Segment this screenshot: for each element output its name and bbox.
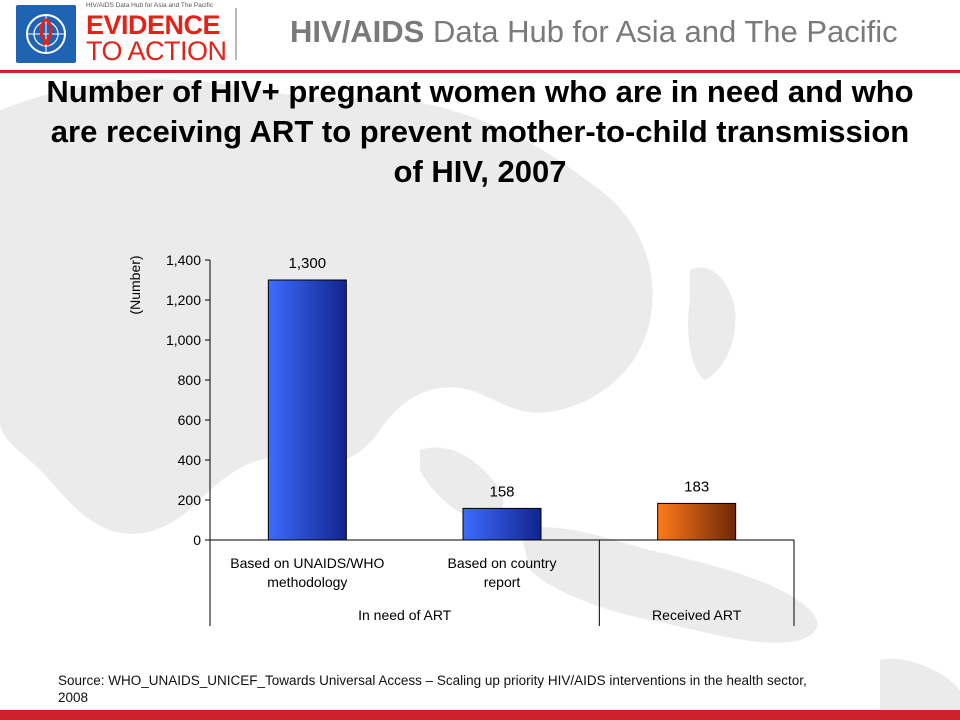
y-tick-label: 1,200 — [166, 292, 201, 308]
header-banner: HIV/AIDS Data Hub for Asia and The Pacif… — [0, 0, 960, 73]
y-tick-label: 400 — [178, 452, 202, 468]
logo-to-action: TO ACTION — [86, 36, 227, 66]
bar — [657, 502, 737, 541]
y-axis-title: (Number) — [127, 255, 143, 314]
source-note: Source: WHO_UNAIDS_UNICEF_Towards Univer… — [58, 673, 807, 705]
y-tick-label: 600 — [178, 412, 202, 428]
footer-bar — [0, 710, 960, 720]
y-tick-label: 800 — [178, 372, 202, 388]
x-group-label: Received ART — [652, 607, 742, 623]
header-divider — [235, 8, 237, 60]
x-category-label: report — [484, 574, 521, 590]
x-category-label: methodology — [267, 574, 347, 590]
slide-title: Number of HIV+ pregnant women who are in… — [46, 74, 914, 189]
y-tick-label: 1,000 — [166, 332, 201, 348]
hub-title: HIV/AIDS Data Hub for Asia and The Pacif… — [290, 14, 898, 50]
y-tick-label: 200 — [178, 492, 202, 508]
logo-tagline: HIV/AIDS Data Hub for Asia and The Pacif… — [86, 2, 214, 9]
bar-data-label: 1,300 — [289, 255, 327, 272]
bar-data-label: 158 — [489, 483, 514, 500]
un-emblem-logo — [16, 5, 76, 63]
bar-data-label: 183 — [684, 478, 709, 495]
bar — [267, 279, 347, 541]
hub-title-rest: Data Hub for Asia and The Pacific — [424, 14, 898, 49]
x-group-label: In need of ART — [358, 607, 452, 623]
y-tick-label: 1,400 — [166, 252, 201, 268]
hub-title-bold: HIV/AIDS — [290, 14, 425, 49]
x-category-label: Based on UNAIDS/WHO — [230, 555, 384, 571]
y-tick-label: 0 — [193, 532, 201, 548]
bar — [462, 507, 542, 541]
x-category-label: Based on country — [448, 555, 557, 571]
logo-evidence: EVIDENCE — [86, 10, 221, 40]
